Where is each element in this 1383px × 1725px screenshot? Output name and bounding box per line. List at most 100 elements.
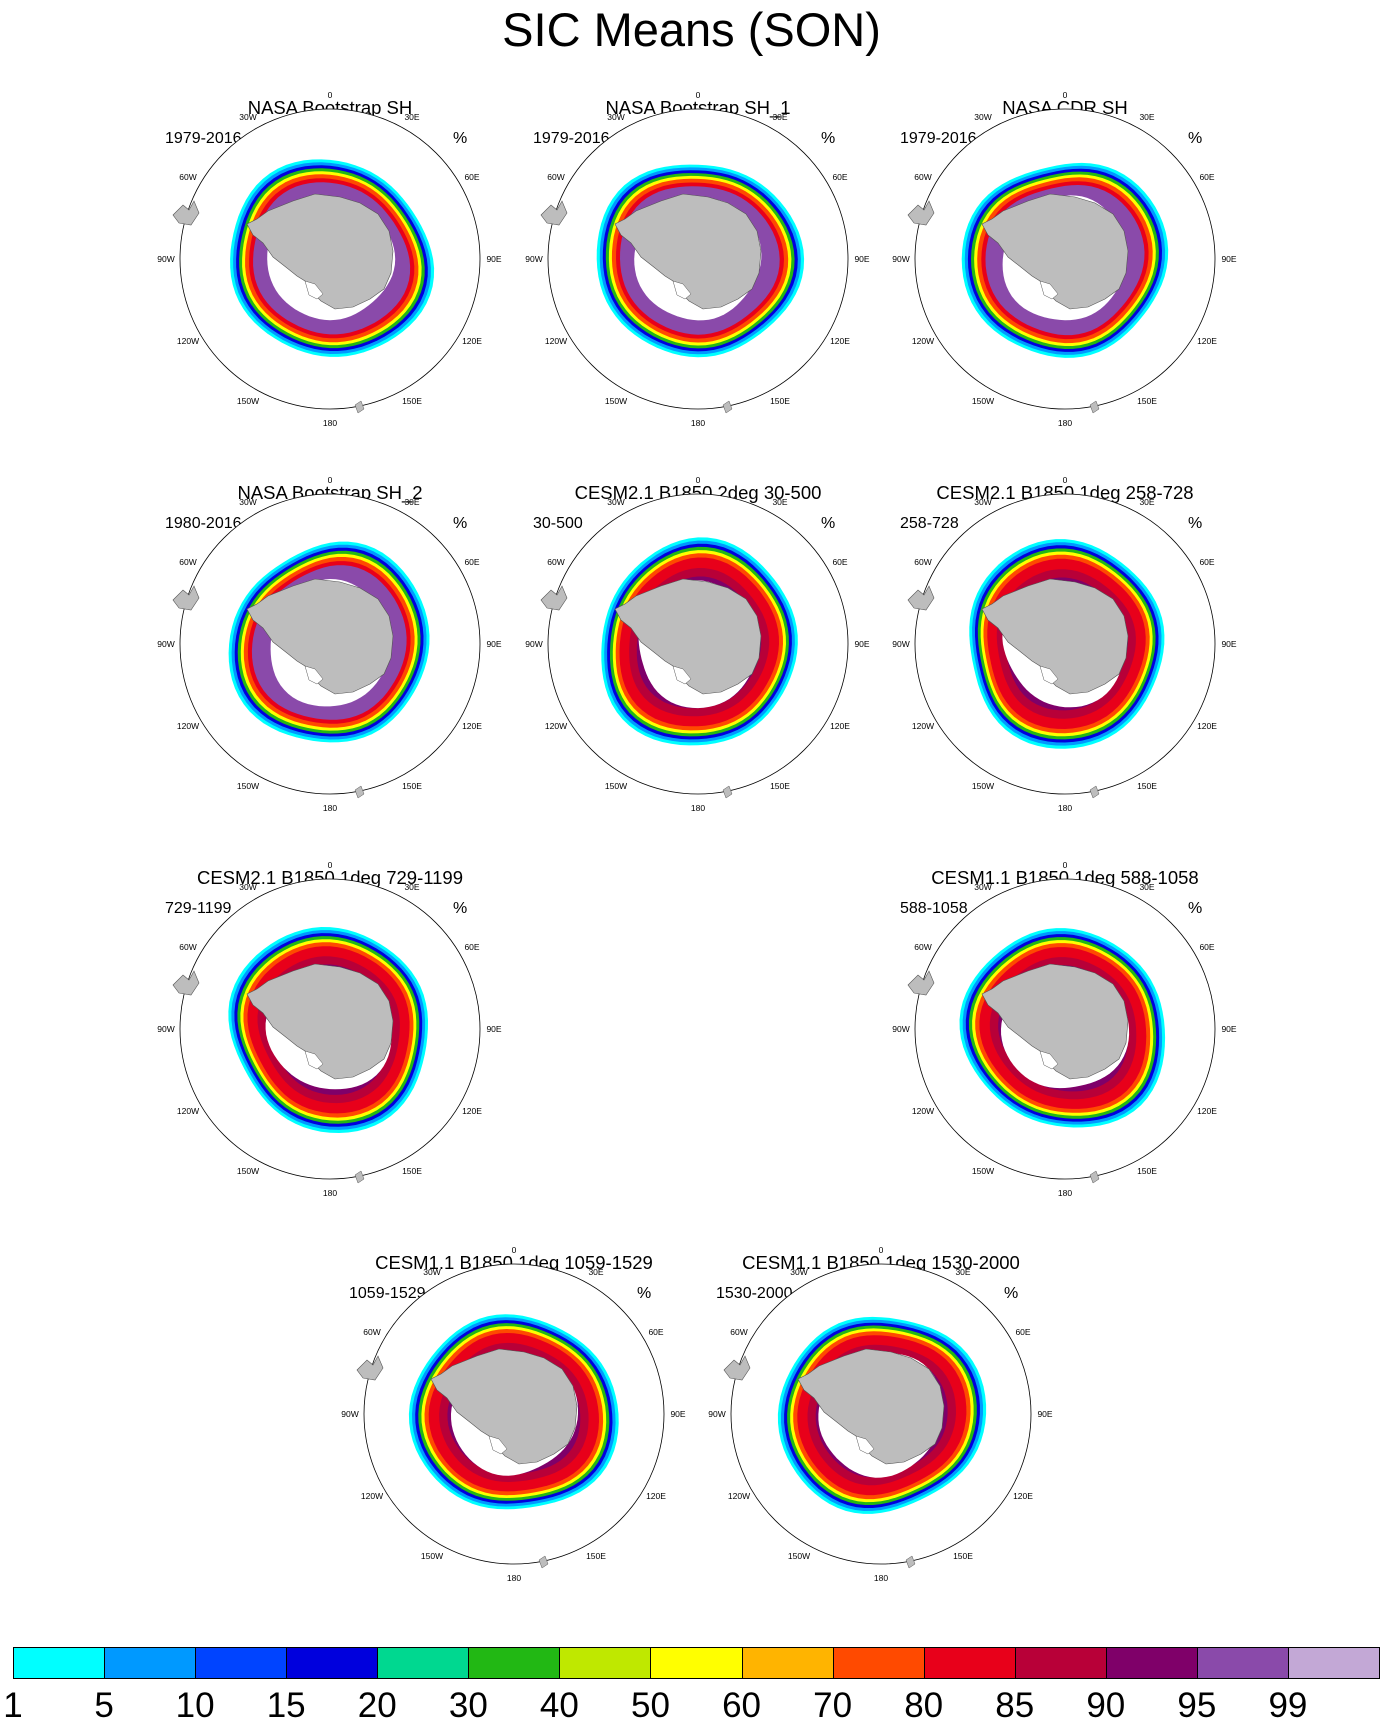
longitude-label: 120E — [1197, 1106, 1217, 1116]
longitude-label: 30W — [790, 1267, 807, 1277]
longitude-label: 180 — [323, 803, 337, 813]
longitude-label: 60W — [179, 557, 196, 567]
ross-ice-shelf — [855, 1435, 875, 1455]
ross-ice-shelf — [304, 665, 324, 685]
antarctica-landmass — [246, 963, 394, 1080]
colorbar-label: 15 — [266, 1686, 306, 1725]
panel-period: 1059-1529 — [349, 1285, 426, 1302]
colorbar-swatch — [923, 1647, 1016, 1679]
panel-title: NASA Bootstrap SH_2 — [237, 482, 423, 503]
island — [722, 785, 733, 799]
longitude-label: 120W — [728, 1491, 750, 1501]
longitude-label: 120E — [462, 1106, 482, 1116]
longitude-label: 60W — [179, 172, 196, 182]
longitude-label: 90W — [157, 254, 174, 264]
longitude-label: 90E — [854, 639, 869, 649]
longitude-label: 90E — [1221, 1024, 1236, 1034]
longitude-label: 30W — [607, 497, 624, 507]
longitude-label: 90W — [157, 639, 174, 649]
longitude-label: 0 — [1063, 90, 1068, 100]
panel-title: NASA Bootstrap SH_1 — [605, 97, 791, 118]
polar-map: 0 30E 60E 90E 120E 150E 180 150W 120W 90W 60W 30W — [341, 1245, 686, 1583]
panel-units: % — [453, 515, 468, 532]
longitude-label: 0 — [512, 1245, 517, 1255]
longitude-label: 150E — [953, 1551, 973, 1561]
polar-map: 0 30E 60E 90E 120E 150E 180 150W 120W 90W 60W 30W — [525, 475, 870, 813]
colorbar-label: 85 — [995, 1686, 1035, 1725]
island — [905, 1555, 916, 1569]
island — [354, 785, 365, 799]
island — [354, 400, 365, 414]
island — [538, 1555, 549, 1569]
colorbar-swatch — [650, 1647, 743, 1679]
longitude-label: 30E — [772, 497, 787, 507]
longitude-label: 120W — [545, 336, 567, 346]
longitude-label: 60W — [914, 557, 931, 567]
polar-map: 0 30E 60E 90E 120E 150E 180 150W 120W 90W 60W 30W — [525, 90, 870, 428]
longitude-label: 0 — [328, 90, 333, 100]
colorbar-swatch — [1196, 1647, 1289, 1679]
longitude-label: 90E — [670, 1409, 685, 1419]
south-america-tip — [907, 585, 935, 611]
colorbar-label: 60 — [722, 1686, 761, 1725]
longitude-label: 150W — [605, 781, 627, 791]
longitude-label: 90E — [1221, 639, 1236, 649]
longitude-label: 90E — [486, 639, 501, 649]
antarctica-landmass — [246, 578, 394, 695]
longitude-label: 90W — [157, 1024, 174, 1034]
longitude-label: 60E — [1199, 172, 1214, 182]
longitude-label: 120E — [462, 336, 482, 346]
longitude-label: 120W — [912, 1106, 934, 1116]
colorbar-label: 50 — [630, 1686, 670, 1725]
longitude-label: 60W — [730, 1327, 747, 1337]
polar-map: 0 30E 60E 90E 120E 150E 180 150W 120W 90W 60W 30W — [892, 860, 1237, 1198]
panel-units: % — [821, 130, 836, 147]
longitude-label: 0 — [1063, 475, 1068, 485]
south-america-tip — [723, 1355, 751, 1381]
ross-ice-shelf — [488, 1435, 508, 1455]
map-panel: CESM1.1 B1850 1deg 1530-2000 1530-2000% 0 3… — [708, 1245, 1053, 1632]
longitude-label: 90E — [854, 254, 869, 264]
longitude-label: 60W — [547, 172, 564, 182]
panel-period: 1530-2000 — [716, 1285, 793, 1302]
polar-map: 0 30E 60E 90E 120E 150E 180 150W 120W 90W 60W 30W — [892, 90, 1237, 428]
panel-period: 258-728 — [900, 515, 959, 532]
longitude-label: 120W — [177, 336, 199, 346]
colorbar-swatch — [377, 1647, 470, 1679]
longitude-label: 60E — [1199, 942, 1214, 952]
longitude-label: 90E — [1037, 1409, 1052, 1419]
figure-title: SIC Means (SON) — [502, 3, 881, 56]
panel-title: CESM1.1 B1850 1deg 588-1058 — [931, 867, 1199, 888]
panel-units: % — [1188, 515, 1203, 532]
longitude-label: 180 — [323, 418, 337, 428]
longitude-label: 150W — [972, 781, 994, 791]
longitude-label: 0 — [1063, 860, 1068, 870]
longitude-label: 150W — [237, 396, 259, 406]
longitude-label: 90W — [892, 639, 909, 649]
antarctica-landmass — [246, 193, 394, 310]
longitude-label: 150W — [788, 1551, 810, 1561]
south-america-tip — [540, 200, 568, 226]
colorbar-label: 40 — [539, 1686, 579, 1725]
panel-units: % — [821, 515, 836, 532]
island — [722, 400, 733, 414]
panel-title: CESM1.1 B1850 1deg 1059-1529 — [375, 1252, 653, 1273]
longitude-label: 60W — [363, 1327, 380, 1337]
longitude-label: 60W — [179, 942, 196, 952]
ross-ice-shelf — [672, 665, 692, 685]
ross-ice-shelf — [1039, 280, 1059, 300]
panel-period: 1979-2016 — [533, 130, 610, 147]
colorbar-label: 80 — [904, 1686, 944, 1725]
colorbar-label: 1 — [3, 1686, 23, 1725]
longitude-label: 150E — [1137, 1166, 1157, 1176]
longitude-label: 30W — [239, 112, 256, 122]
colorbar-swatch — [104, 1647, 197, 1679]
longitude-label: 150W — [237, 781, 259, 791]
south-america-tip — [907, 200, 935, 226]
longitude-label: 120W — [545, 721, 567, 731]
longitude-label: 0 — [328, 860, 333, 870]
colorbar-swatch — [1287, 1647, 1380, 1679]
panel-period: 30-500 — [533, 515, 583, 532]
island — [1089, 1170, 1100, 1184]
longitude-label: 60E — [464, 172, 479, 182]
